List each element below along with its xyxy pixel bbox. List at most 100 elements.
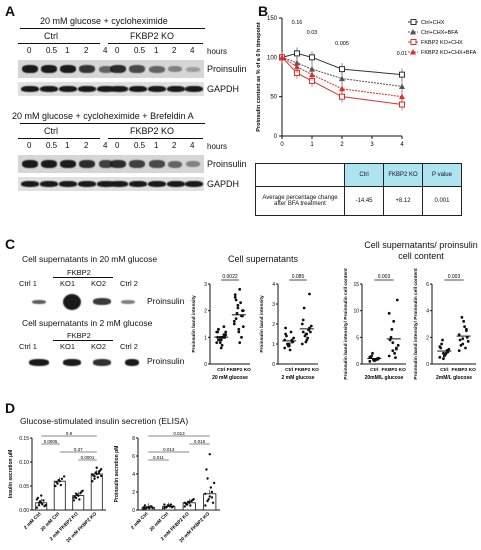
data-point [389,335,393,339]
x-tick-label: FKBP2 KO [295,367,320,373]
y-tick-label: 2 [204,309,207,315]
data-point [234,317,238,321]
data-point [394,347,398,351]
data-point [339,93,345,100]
table-header-pvalue: P value [422,163,462,187]
x-tick-label: Ctrl [285,367,293,373]
data-point [217,338,220,342]
data-point [212,481,216,485]
p-value: 0.0022 [222,274,238,280]
p-value: 0.37 [74,447,83,452]
pvalue-table: Ctrl FKBP2 KO P value Average percentage… [255,163,462,216]
data-point [444,351,448,355]
x-tick-label: 2 mM Ctrl [23,511,43,531]
table-header-ctrl: Ctrl [344,163,384,187]
data-point [78,498,81,501]
blot1-title: Cell supernatants in 20 mM glucose [22,254,158,264]
blot-gapdh-1 [18,82,204,96]
data-point [208,495,211,498]
data-point [460,315,464,319]
data-point [396,343,400,347]
x-tick-label: Ctrl [370,367,378,373]
timepoint-row-1: 0 0.5 1 2 4 0 0.5 1 2 4 [18,46,204,58]
data-point [440,342,444,346]
p-value: 0.9 [66,431,73,436]
hours-label-2: hours [207,142,228,151]
data-point [35,506,39,509]
proinsulin-label-1: Proinsulin [207,64,247,74]
data-point [99,474,103,478]
y-tick-label: 10 [353,309,359,315]
data-point [465,335,469,339]
panel-a-label: A [5,3,16,19]
data-point [368,359,372,363]
y-tick-label: 0 [274,134,278,140]
data-point [304,340,308,344]
data-point [57,479,60,482]
y-tick-label: 3 [272,302,275,308]
data-point [55,480,58,484]
timepoint-label: 1 [65,141,70,150]
timepoint-label: 0.5 [134,46,146,55]
blot1-lane-ctrl2: Ctrl 2 [120,279,138,288]
blot-proinsulin-2 [18,155,204,173]
data-point [289,330,293,334]
x-tick-label: FKBP2 KO [382,367,407,373]
data-point [210,490,214,494]
panel-c-label: C [5,236,16,252]
data-point [309,324,313,328]
p-value: 0.011 [153,455,164,460]
y-tick-label: 0 [356,362,359,368]
x-tick-label: 2 [340,142,344,148]
data-point [211,501,215,504]
data-point [163,503,166,506]
data-point [441,338,444,342]
table-cell-pvalue: 0.001 [422,186,462,216]
data-point [206,477,209,480]
data-point [60,477,64,480]
blot1-group: FKBP2 [67,268,91,277]
panel-a-block2-ctrl: Ctrl [44,126,58,136]
data-point [218,341,222,345]
y-tick-label: 8 [132,436,135,442]
data-point [148,507,151,510]
y-axis-label: Proinsulin band intensity [191,295,197,353]
timepoint-label: 0 [27,141,32,150]
data-point [224,330,228,334]
data-point [219,346,223,350]
data-point [215,341,219,345]
data-point [80,490,83,493]
y-tick-label: 6 [426,282,429,288]
data-point [285,334,288,338]
data-point [387,311,391,315]
data-point [204,492,207,495]
data-point [457,349,461,353]
data-point [150,505,153,508]
y-axis-label: Proinsulin secretion pM [114,446,120,503]
legend-marker [410,39,417,45]
data-point [394,356,397,359]
x-axis-label: 2 mM glucose [281,375,314,381]
blot1-lane-ctrl1: Ctrl 1 [19,279,37,288]
y-tick-label: 0 [204,362,207,368]
data-point [207,498,210,501]
y-tick-label: 0 [426,362,429,368]
data-point [170,506,174,509]
legend-entry: Ctrl+CHX+BFA [421,30,458,36]
data-point [185,503,189,506]
blot2-lane-ko2: KO2 [91,342,107,351]
data-point [391,341,395,345]
data-point [144,507,148,510]
p-value-annotation: 0.16 [292,20,303,26]
data-point [240,335,243,339]
timepoint-label: 1 [154,46,159,55]
data-point [235,311,239,315]
hours-label-1: hours [207,47,228,56]
data-point [143,504,147,507]
blot1-lane-ko2: KO2 [91,279,107,288]
data-point [96,476,100,479]
panel-d-label: D [5,400,16,416]
data-point [237,330,241,334]
timepoint-label: 0.5 [46,141,58,150]
data-point [233,293,237,297]
